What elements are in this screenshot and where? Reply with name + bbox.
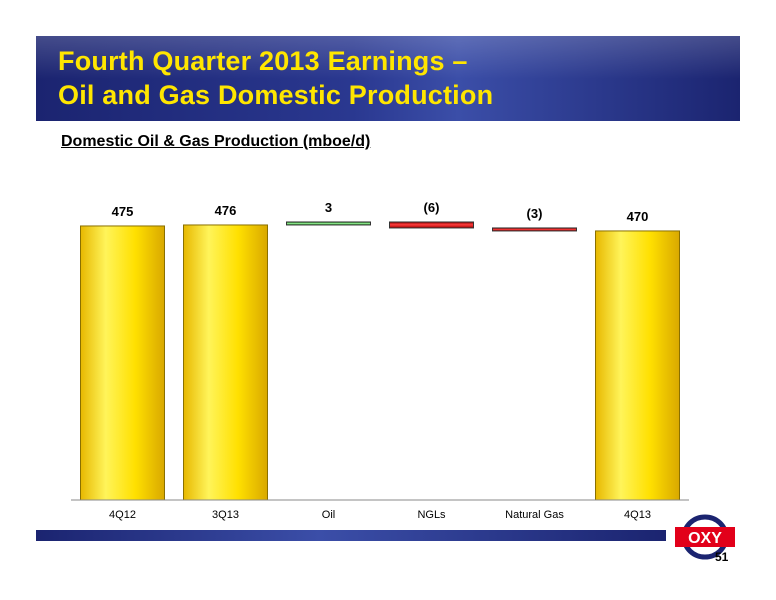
data-label-natural-gas: (3) <box>527 206 543 221</box>
data-label-ngls: (6) <box>424 200 440 215</box>
bar-ngls <box>389 221 474 229</box>
bar-4q12 <box>80 225 165 501</box>
data-label-3q13: 476 <box>215 203 237 218</box>
x-tick-oil: Oil <box>322 509 335 521</box>
page-number: 51 <box>715 550 729 564</box>
footer-bar <box>36 530 666 541</box>
x-tick-ngls: NGLs <box>417 509 446 521</box>
title-banner-sheen <box>36 36 740 79</box>
bar-3q13 <box>183 224 268 501</box>
chart-title: Domestic Oil & Gas Production (mboe/d) <box>61 133 371 150</box>
bar-4q13 <box>595 230 680 501</box>
data-label-oil: 3 <box>325 200 332 215</box>
x-tick-3q13: 3Q13 <box>212 509 239 521</box>
title-banner: Fourth Quarter 2013 Earnings – Oil and G… <box>36 36 740 121</box>
bar-oil <box>286 221 371 226</box>
oxy-logo-icon: OXY <box>675 514 735 560</box>
bar-natural-gas <box>492 227 577 232</box>
data-label-4q12: 475 <box>112 204 134 219</box>
page-title-line-1: Fourth Quarter 2013 Earnings – <box>58 46 468 76</box>
x-tick-natural-gas: Natural Gas <box>505 509 564 521</box>
logo-text: OXY <box>688 530 722 547</box>
data-label-4q13: 470 <box>627 209 649 224</box>
x-tick-4q13: 4Q13 <box>624 509 651 521</box>
page-title-line-2: Oil and Gas Domestic Production <box>58 80 494 110</box>
x-tick-4q12: 4Q12 <box>109 509 136 521</box>
